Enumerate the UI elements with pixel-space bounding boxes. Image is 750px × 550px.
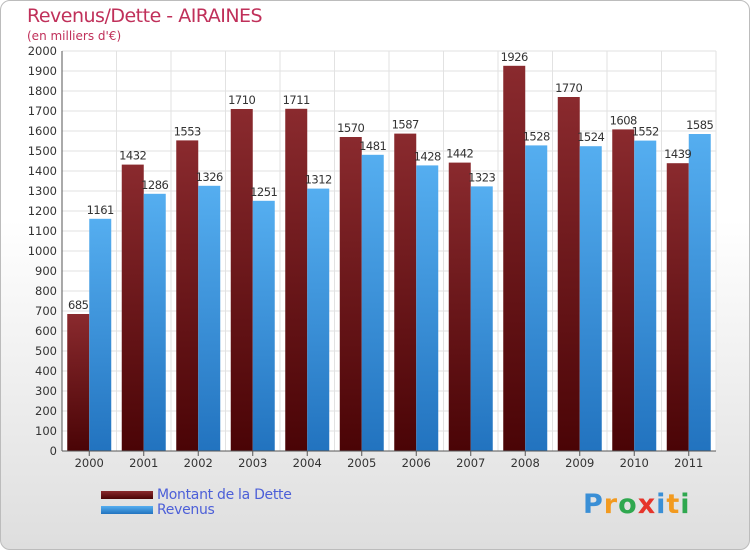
x-tick-label: 2006 xyxy=(402,456,431,470)
data-label-revenus: 1524 xyxy=(577,130,604,144)
bar-revenus xyxy=(688,134,711,451)
data-label-revenus: 1326 xyxy=(196,170,223,184)
y-tick-label: 1500 xyxy=(28,144,57,158)
x-tick-label: 2000 xyxy=(75,456,104,470)
x-tick-label: 2004 xyxy=(293,456,322,470)
bar-dette xyxy=(394,133,417,451)
logo-letter: P xyxy=(583,489,604,520)
bar-dette xyxy=(612,129,635,451)
x-tick-label: 2007 xyxy=(456,456,485,470)
y-tick-label: 400 xyxy=(35,364,57,378)
y-tick-label: 1600 xyxy=(28,124,57,138)
x-tick-label: 2005 xyxy=(347,456,376,470)
data-label-dette: 1770 xyxy=(555,81,582,95)
legend-swatch-revenus xyxy=(101,506,153,514)
y-tick-label: 1200 xyxy=(28,204,57,218)
data-label-revenus: 1312 xyxy=(305,173,332,187)
data-label-dette: 1710 xyxy=(228,93,255,107)
data-label-revenus: 1585 xyxy=(686,118,713,132)
y-tick-label: 500 xyxy=(35,344,57,358)
data-label-revenus: 1481 xyxy=(359,139,386,153)
bar-dette xyxy=(448,162,471,451)
legend-label-debt: Montant de la Dette xyxy=(157,487,292,503)
bar-dette xyxy=(339,137,362,451)
logo-letter: o xyxy=(618,489,638,520)
bar-revenus xyxy=(307,188,330,451)
bar-dette xyxy=(666,163,689,451)
data-label-dette: 1439 xyxy=(664,147,691,161)
chart-subtitle: (en milliers d'€) xyxy=(27,29,122,43)
logo-letter: t xyxy=(666,489,681,520)
y-tick-label: 300 xyxy=(35,384,57,398)
y-tick-label: 900 xyxy=(35,264,57,278)
data-label-dette: 1587 xyxy=(392,118,419,132)
data-label-dette: 1442 xyxy=(446,147,473,161)
bar-dette xyxy=(503,65,526,452)
bar-revenus xyxy=(198,185,221,452)
bar-dette xyxy=(67,314,90,451)
y-tick-label: 1300 xyxy=(28,184,57,198)
bar-dette xyxy=(285,108,308,452)
chart-title: Revenus/Dette - AIRAINES xyxy=(27,5,263,27)
x-tick-label: 2001 xyxy=(129,456,158,470)
legend-item-revenus: Revenus xyxy=(101,502,215,518)
x-tick-label: 2003 xyxy=(238,456,267,470)
x-tick-label: 2011 xyxy=(674,456,703,470)
data-label-dette: 1570 xyxy=(337,121,364,135)
data-label-dette: 685 xyxy=(68,298,89,312)
data-label-dette: 1432 xyxy=(119,149,146,163)
logo-letter: r xyxy=(603,489,619,520)
data-label-revenus: 1161 xyxy=(87,203,114,217)
y-tick-label: 800 xyxy=(35,284,57,298)
bar-dette xyxy=(176,140,199,451)
y-tick-label: 1900 xyxy=(28,64,57,78)
y-tick-label: 200 xyxy=(35,404,57,418)
data-label-dette: 1608 xyxy=(610,113,637,127)
proxiti-logo: Proxiti xyxy=(583,489,691,520)
legend-swatch-debt xyxy=(101,491,153,499)
y-tick-label: 1100 xyxy=(28,224,57,238)
x-tick-label: 2008 xyxy=(511,456,540,470)
data-label-revenus: 1528 xyxy=(523,129,550,143)
bar-revenus xyxy=(143,193,166,452)
x-tick-label: 2002 xyxy=(184,456,213,470)
bar-revenus xyxy=(89,218,112,451)
bar-revenus xyxy=(634,140,657,451)
bar-revenus xyxy=(525,145,548,451)
bar-revenus xyxy=(470,186,493,451)
y-tick-label: 1700 xyxy=(28,104,57,118)
bar-dette xyxy=(230,109,253,451)
bar-dette xyxy=(121,164,144,451)
y-tick-label: 1400 xyxy=(28,164,57,178)
logo-letter: i xyxy=(680,489,691,520)
data-label-dette: 1926 xyxy=(501,50,528,64)
bar-revenus xyxy=(416,165,439,451)
data-label-dette: 1711 xyxy=(283,93,310,107)
data-label-dette: 1553 xyxy=(174,124,201,138)
y-tick-label: 1800 xyxy=(28,84,57,98)
logo-letter: i xyxy=(656,489,667,520)
bar-dette xyxy=(557,97,580,451)
x-tick-label: 2009 xyxy=(565,456,594,470)
data-label-revenus: 1552 xyxy=(632,125,659,139)
y-tick-label: 2000 xyxy=(28,44,57,58)
legend-label-revenus: Revenus xyxy=(157,502,215,518)
y-tick-label: 100 xyxy=(35,424,57,438)
data-label-revenus: 1428 xyxy=(414,149,441,163)
data-label-revenus: 1323 xyxy=(468,170,495,184)
logo-letter: x xyxy=(637,489,657,520)
legend-item-debt: Montant de la Dette xyxy=(101,487,292,503)
bar-revenus xyxy=(252,200,275,451)
y-tick-label: 0 xyxy=(50,444,57,458)
y-tick-label: 700 xyxy=(35,304,57,318)
y-tick-label: 1000 xyxy=(28,244,57,258)
bar-revenus xyxy=(361,154,384,452)
x-tick-label: 2010 xyxy=(620,456,649,470)
bar-revenus xyxy=(579,146,602,451)
y-tick-label: 600 xyxy=(35,324,57,338)
data-label-revenus: 1286 xyxy=(141,178,168,192)
data-label-revenus: 1251 xyxy=(250,185,277,199)
